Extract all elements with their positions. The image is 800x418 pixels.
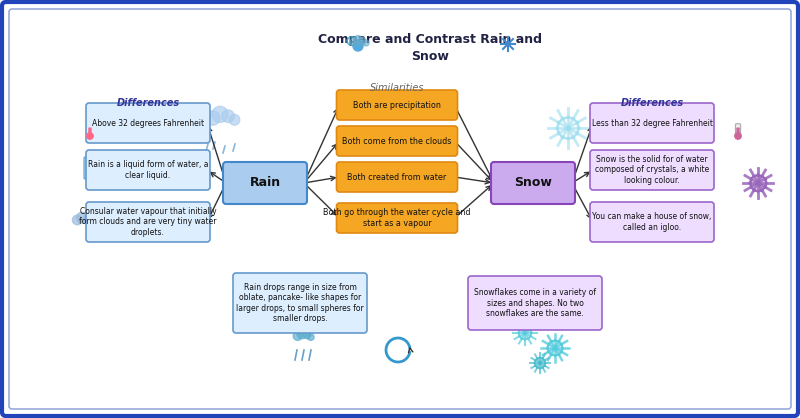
Text: Rain drops range in size from
oblate, pancake- like shapes for
larger drops, to : Rain drops range in size from oblate, pa… [236, 283, 364, 323]
Circle shape [73, 215, 82, 225]
Circle shape [297, 329, 307, 339]
FancyBboxPatch shape [590, 103, 714, 143]
FancyBboxPatch shape [87, 124, 93, 137]
Circle shape [83, 214, 92, 223]
FancyBboxPatch shape [223, 162, 307, 204]
Text: You can make a house of snow,
called an igloo.: You can make a house of snow, called an … [592, 212, 712, 232]
Circle shape [353, 41, 363, 51]
FancyBboxPatch shape [88, 127, 92, 137]
Text: Snowflakes come in a variety of
sizes and shapes. No two
snowflakes are the same: Snowflakes come in a variety of sizes an… [474, 288, 596, 318]
Circle shape [350, 38, 358, 46]
Circle shape [101, 219, 108, 227]
Circle shape [359, 38, 366, 44]
Text: Less than 32 degree Fahrenheit: Less than 32 degree Fahrenheit [591, 118, 713, 127]
Text: Differences: Differences [117, 98, 179, 108]
FancyBboxPatch shape [337, 126, 458, 156]
Text: Consular water vapour that initially
form clouds and are very tiny water
droplet: Consular water vapour that initially for… [79, 207, 217, 237]
Circle shape [222, 110, 234, 122]
Circle shape [303, 331, 310, 339]
Circle shape [307, 334, 314, 340]
Text: Rain: Rain [250, 176, 281, 189]
FancyBboxPatch shape [468, 276, 602, 330]
FancyBboxPatch shape [337, 90, 458, 120]
FancyBboxPatch shape [337, 203, 458, 233]
Text: Similarities: Similarities [370, 83, 424, 93]
Circle shape [206, 111, 220, 125]
FancyBboxPatch shape [86, 103, 210, 143]
FancyBboxPatch shape [86, 202, 210, 242]
Text: Above 32 degrees Fahrenheit: Above 32 degrees Fahrenheit [92, 118, 204, 127]
Circle shape [105, 222, 111, 228]
FancyBboxPatch shape [590, 202, 714, 242]
FancyBboxPatch shape [84, 157, 96, 179]
Text: Snow is the solid for of water
composed of crystals, a white
looking colour.: Snow is the solid for of water composed … [595, 155, 709, 185]
FancyBboxPatch shape [590, 150, 714, 190]
Text: Rain is a liquid form of water, a
clear liquid.: Rain is a liquid form of water, a clear … [88, 160, 208, 180]
Circle shape [212, 106, 228, 122]
Circle shape [229, 115, 240, 125]
FancyBboxPatch shape [86, 150, 210, 190]
Circle shape [95, 217, 105, 227]
Circle shape [77, 212, 87, 223]
FancyBboxPatch shape [337, 162, 458, 192]
Circle shape [734, 133, 742, 139]
Text: Differences: Differences [621, 98, 683, 108]
Circle shape [86, 133, 93, 139]
Circle shape [354, 36, 362, 44]
FancyBboxPatch shape [491, 162, 575, 204]
Text: Both are precipitation: Both are precipitation [353, 100, 441, 110]
Text: Snow: Snow [514, 176, 552, 189]
FancyBboxPatch shape [736, 127, 740, 137]
FancyBboxPatch shape [233, 273, 367, 333]
FancyBboxPatch shape [735, 124, 741, 137]
Text: Compare and Contrast Rain and
Snow: Compare and Contrast Rain and Snow [318, 33, 542, 63]
Circle shape [363, 40, 369, 46]
Text: Both created from water: Both created from water [347, 173, 446, 181]
Text: Both come from the clouds: Both come from the clouds [342, 137, 452, 145]
Circle shape [92, 220, 100, 228]
Circle shape [88, 218, 95, 225]
Circle shape [294, 331, 302, 340]
Text: Both go through the water cycle and
start as a vapour: Both go through the water cycle and star… [323, 208, 470, 228]
